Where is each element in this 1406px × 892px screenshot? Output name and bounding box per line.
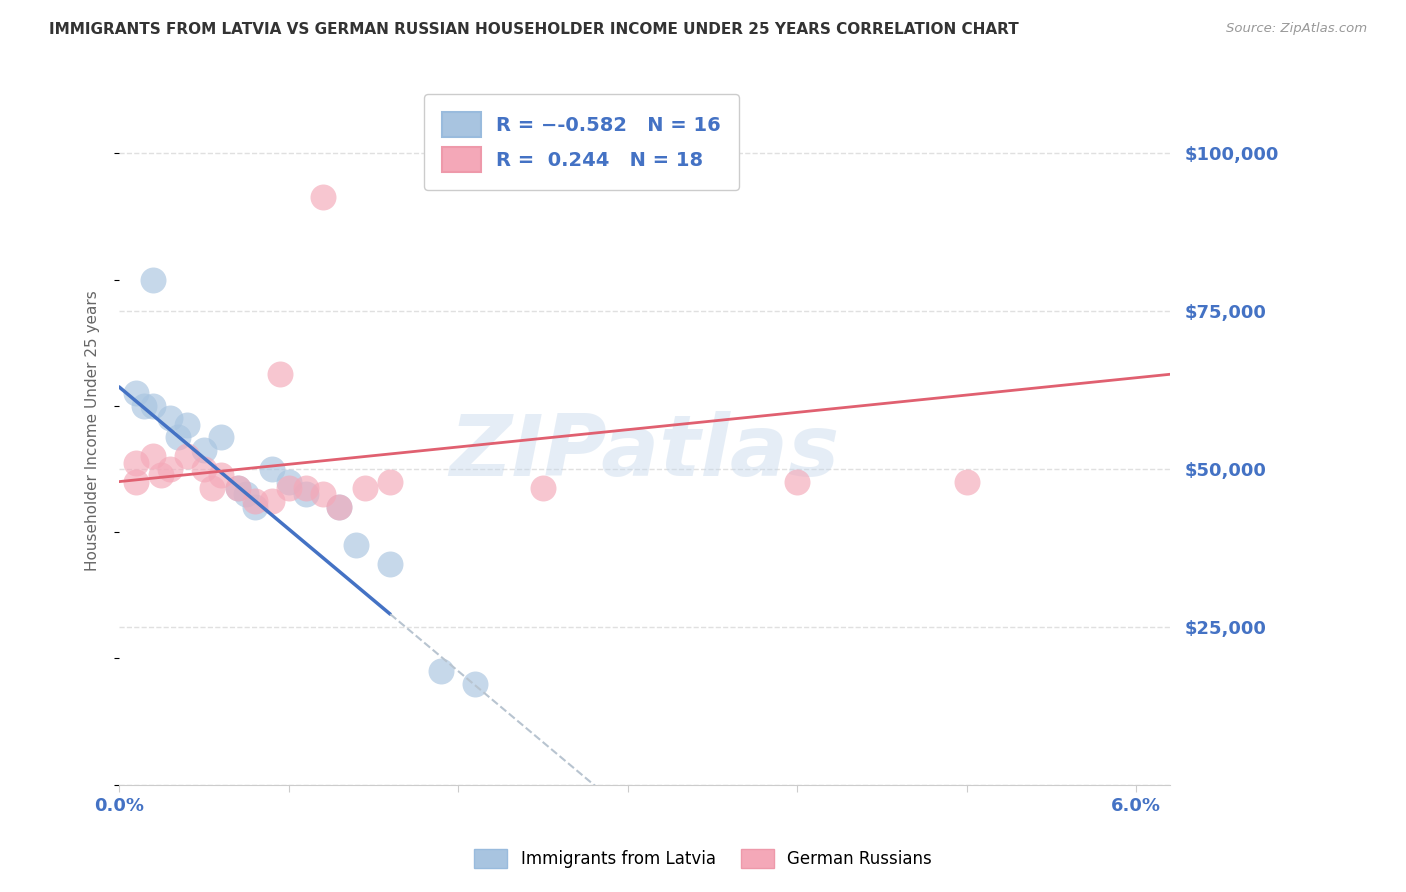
Legend: R = −-0.582   N = 16, R =  0.244   N = 18: R = −-0.582 N = 16, R = 0.244 N = 18 <box>425 95 738 190</box>
Text: IMMIGRANTS FROM LATVIA VS GERMAN RUSSIAN HOUSEHOLDER INCOME UNDER 25 YEARS CORRE: IMMIGRANTS FROM LATVIA VS GERMAN RUSSIAN… <box>49 22 1019 37</box>
Y-axis label: Householder Income Under 25 years: Householder Income Under 25 years <box>86 291 100 572</box>
Legend: Immigrants from Latvia, German Russians: Immigrants from Latvia, German Russians <box>467 843 939 875</box>
Point <box>277 475 299 489</box>
Point <box>464 676 486 690</box>
Point <box>311 487 333 501</box>
Point <box>354 481 377 495</box>
Point <box>380 557 402 571</box>
Point <box>150 468 173 483</box>
Point <box>193 443 215 458</box>
Point <box>956 475 979 489</box>
Point <box>243 500 266 514</box>
Point <box>226 481 249 495</box>
Point <box>531 481 554 495</box>
Point <box>176 450 198 464</box>
Point <box>125 475 148 489</box>
Point <box>125 456 148 470</box>
Point <box>294 487 316 501</box>
Point <box>235 487 257 501</box>
Point <box>125 386 148 401</box>
Point <box>260 462 283 476</box>
Point <box>786 475 808 489</box>
Point <box>142 399 165 413</box>
Point <box>243 493 266 508</box>
Point <box>328 500 350 514</box>
Point <box>226 481 249 495</box>
Point <box>430 664 453 678</box>
Point <box>142 450 165 464</box>
Text: Source: ZipAtlas.com: Source: ZipAtlas.com <box>1226 22 1367 36</box>
Point <box>344 538 367 552</box>
Point <box>380 475 402 489</box>
Point <box>277 481 299 495</box>
Point <box>269 368 291 382</box>
Point <box>209 430 232 444</box>
Point <box>176 417 198 432</box>
Point <box>142 272 165 286</box>
Text: ZIPatlas: ZIPatlas <box>450 411 839 494</box>
Point <box>167 430 190 444</box>
Point <box>311 190 333 204</box>
Point <box>193 462 215 476</box>
Point <box>328 500 350 514</box>
Point <box>134 399 156 413</box>
Point <box>294 481 316 495</box>
Point <box>201 481 224 495</box>
Point <box>159 411 181 425</box>
Point <box>159 462 181 476</box>
Point <box>209 468 232 483</box>
Point <box>260 493 283 508</box>
